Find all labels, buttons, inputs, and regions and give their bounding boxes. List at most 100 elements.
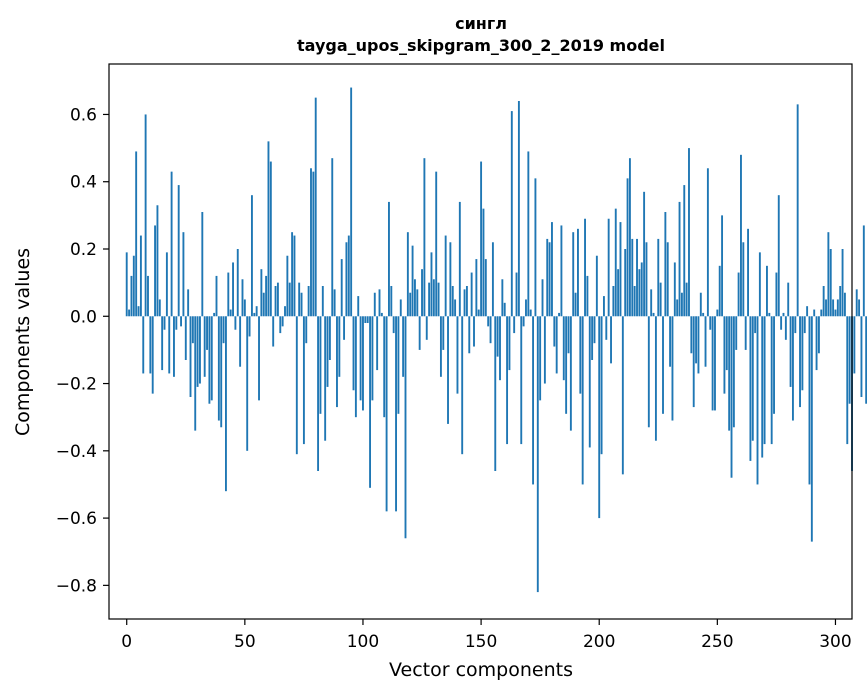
bar xyxy=(803,316,806,334)
bar xyxy=(718,265,721,317)
y-axis-ticks: −0.8 −0.6 −0.4 −0.2 0.0 0.2 0.4 0.6 xyxy=(56,105,109,596)
bar xyxy=(645,242,648,317)
bar xyxy=(820,309,823,317)
bar xyxy=(201,212,204,317)
bar xyxy=(392,316,395,334)
y-tick-label: −0.2 xyxy=(56,375,97,395)
bar xyxy=(385,316,388,512)
bar xyxy=(142,316,145,374)
bar xyxy=(806,306,809,317)
bar xyxy=(463,289,466,317)
bar xyxy=(763,316,766,445)
bar xyxy=(156,205,159,317)
bar xyxy=(437,282,440,317)
bar xyxy=(274,286,277,317)
bar xyxy=(208,316,211,404)
x-tick-label: 250 xyxy=(701,632,733,652)
bar xyxy=(506,316,509,445)
bar xyxy=(780,316,783,330)
bar xyxy=(425,316,428,340)
bar xyxy=(737,272,740,317)
bar xyxy=(520,316,523,445)
bar xyxy=(267,141,270,317)
bar xyxy=(128,309,131,317)
bar xyxy=(321,286,324,317)
bar xyxy=(409,292,412,317)
x-tick-label: 0 xyxy=(121,632,132,652)
bar xyxy=(300,292,303,317)
bar xyxy=(515,272,518,317)
bar xyxy=(602,296,605,317)
bar xyxy=(555,316,558,374)
bar xyxy=(690,316,693,354)
bar xyxy=(513,316,516,334)
bar xyxy=(534,178,537,317)
bar xyxy=(307,286,310,317)
bar xyxy=(250,195,253,317)
bar xyxy=(397,316,400,414)
bar xyxy=(624,249,627,317)
bar xyxy=(312,171,315,317)
bar xyxy=(787,282,790,317)
y-tick-label: −0.4 xyxy=(56,442,97,462)
x-axis-ticks: 0 50 100 150 200 250 300 xyxy=(121,619,852,652)
bar xyxy=(144,114,147,317)
bar xyxy=(543,316,546,384)
bar xyxy=(539,316,542,401)
bar xyxy=(560,225,563,317)
bar xyxy=(461,316,464,455)
bar xyxy=(364,316,367,323)
bar xyxy=(848,316,851,404)
bar xyxy=(154,225,157,317)
bar xyxy=(633,286,636,317)
bar xyxy=(284,306,286,317)
bar xyxy=(801,316,804,391)
bar xyxy=(813,309,816,317)
bar xyxy=(565,316,568,414)
bar xyxy=(175,316,178,330)
bar xyxy=(373,292,376,317)
bar xyxy=(503,302,506,317)
bar xyxy=(173,316,175,377)
bar xyxy=(789,316,792,387)
bar xyxy=(586,275,589,317)
bar xyxy=(822,286,825,317)
y-tick-label: −0.6 xyxy=(56,509,97,529)
bar xyxy=(553,316,556,347)
bar xyxy=(139,235,142,317)
bar xyxy=(709,316,712,330)
bar xyxy=(390,286,393,317)
bar xyxy=(721,215,724,317)
bar xyxy=(473,316,475,347)
bar xyxy=(527,151,530,317)
bar xyxy=(652,312,655,317)
bar xyxy=(189,316,192,397)
bar xyxy=(662,316,664,414)
bar xyxy=(468,316,471,354)
bar xyxy=(862,225,865,317)
bar xyxy=(465,286,468,317)
bar xyxy=(657,238,660,317)
bar xyxy=(272,316,275,347)
bar xyxy=(659,282,662,317)
bar xyxy=(213,312,216,317)
bar xyxy=(451,286,454,317)
bar xyxy=(435,171,438,317)
bar xyxy=(638,269,641,317)
bar xyxy=(163,316,166,330)
bar xyxy=(362,316,364,411)
bar xyxy=(846,316,849,445)
bar xyxy=(288,282,291,317)
bar xyxy=(558,312,560,317)
bar xyxy=(711,316,714,411)
bar xyxy=(619,222,622,317)
bar xyxy=(510,111,513,317)
bar xyxy=(768,312,771,317)
bar xyxy=(695,316,698,364)
bar xyxy=(697,316,700,374)
bar xyxy=(536,316,539,593)
bar xyxy=(449,242,452,317)
bar xyxy=(357,296,360,317)
bar xyxy=(525,299,527,317)
bar xyxy=(366,316,369,323)
